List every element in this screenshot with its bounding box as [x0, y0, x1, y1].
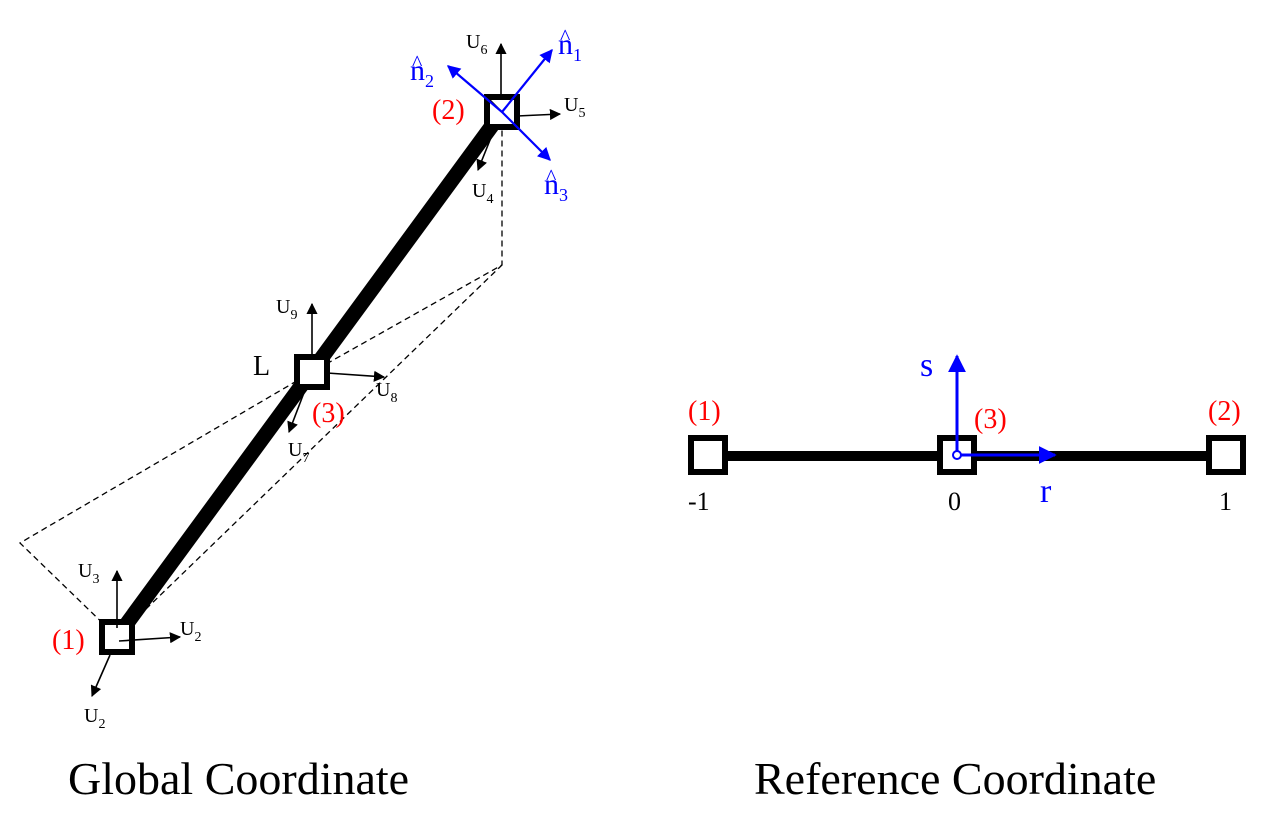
ref-node-3-label: (3) — [974, 404, 1007, 435]
dof-label-n3-down: U7 — [288, 439, 309, 466]
global-node-2-label: (2) — [432, 95, 465, 126]
dof-arrow-n2-right — [516, 108, 562, 121]
reference-caption: Reference Coordinate — [754, 753, 1156, 804]
dof-arrow-n1-right — [118, 632, 182, 644]
ref-tick-minus-1: -1 — [688, 487, 710, 516]
dof-arrow-n3-right — [326, 370, 386, 382]
dof-label-n1-right: U2 — [180, 618, 201, 645]
dof-arrow-n3-down — [287, 389, 306, 434]
normal-n3-arrow — [501, 111, 551, 161]
svg-text:^: ^ — [412, 50, 423, 75]
normal-n3-label: ^ n3 — [544, 164, 568, 205]
dof-arrow-n1-down — [90, 654, 111, 698]
axis-r-label: r — [1040, 473, 1052, 510]
global-caption: Global Coordinate — [68, 753, 409, 804]
dof-arrow-n2-down — [476, 129, 495, 172]
ref-node-1 — [688, 435, 728, 475]
svg-text:^: ^ — [546, 164, 557, 189]
ref-node-2 — [1206, 435, 1246, 475]
dof-label-n2-right: U5 — [564, 94, 585, 121]
ref-node-2-label: (2) — [1208, 396, 1241, 427]
normal-n1-arrow — [501, 48, 553, 113]
dof-label-n3-up: U9 — [276, 296, 297, 323]
dof-label-n2-up: U6 — [466, 31, 487, 58]
dof-label-n3-right: U8 — [376, 379, 397, 406]
ref-node-1-label: (1) — [688, 396, 721, 427]
reference-panel: r s (1) (3) (2) -1 0 1 Reference Coordin… — [688, 347, 1246, 804]
ref-tick-1: 1 — [1219, 487, 1232, 516]
svg-text:n3: n3 — [544, 168, 568, 205]
normal-n2-label: ^ n2 — [410, 50, 434, 91]
axis-s-label: s — [920, 347, 933, 384]
global-panel: (1) (2) (3) L U2 U3 U2 U8 U9 U7 U5 U6 U4… — [18, 24, 585, 804]
dof-label-n1-down: U2 — [84, 705, 105, 732]
dof-label-n2-down: U4 — [472, 180, 493, 207]
length-label: L — [253, 351, 270, 382]
svg-text:n1: n1 — [558, 28, 582, 65]
normal-n1-label: ^ n1 — [558, 24, 582, 65]
normal-n2-arrow — [446, 65, 503, 113]
ref-tick-0: 0 — [948, 487, 961, 516]
dof-label-n1-up: U3 — [78, 560, 99, 587]
svg-text:^: ^ — [560, 24, 571, 49]
deformed-shape-diagonal — [116, 264, 503, 638]
global-node-3 — [294, 354, 330, 390]
global-node-1-label: (1) — [52, 625, 85, 656]
global-node-3-label: (3) — [312, 398, 345, 429]
origin-marker — [952, 450, 962, 460]
svg-text:n2: n2 — [410, 54, 434, 91]
